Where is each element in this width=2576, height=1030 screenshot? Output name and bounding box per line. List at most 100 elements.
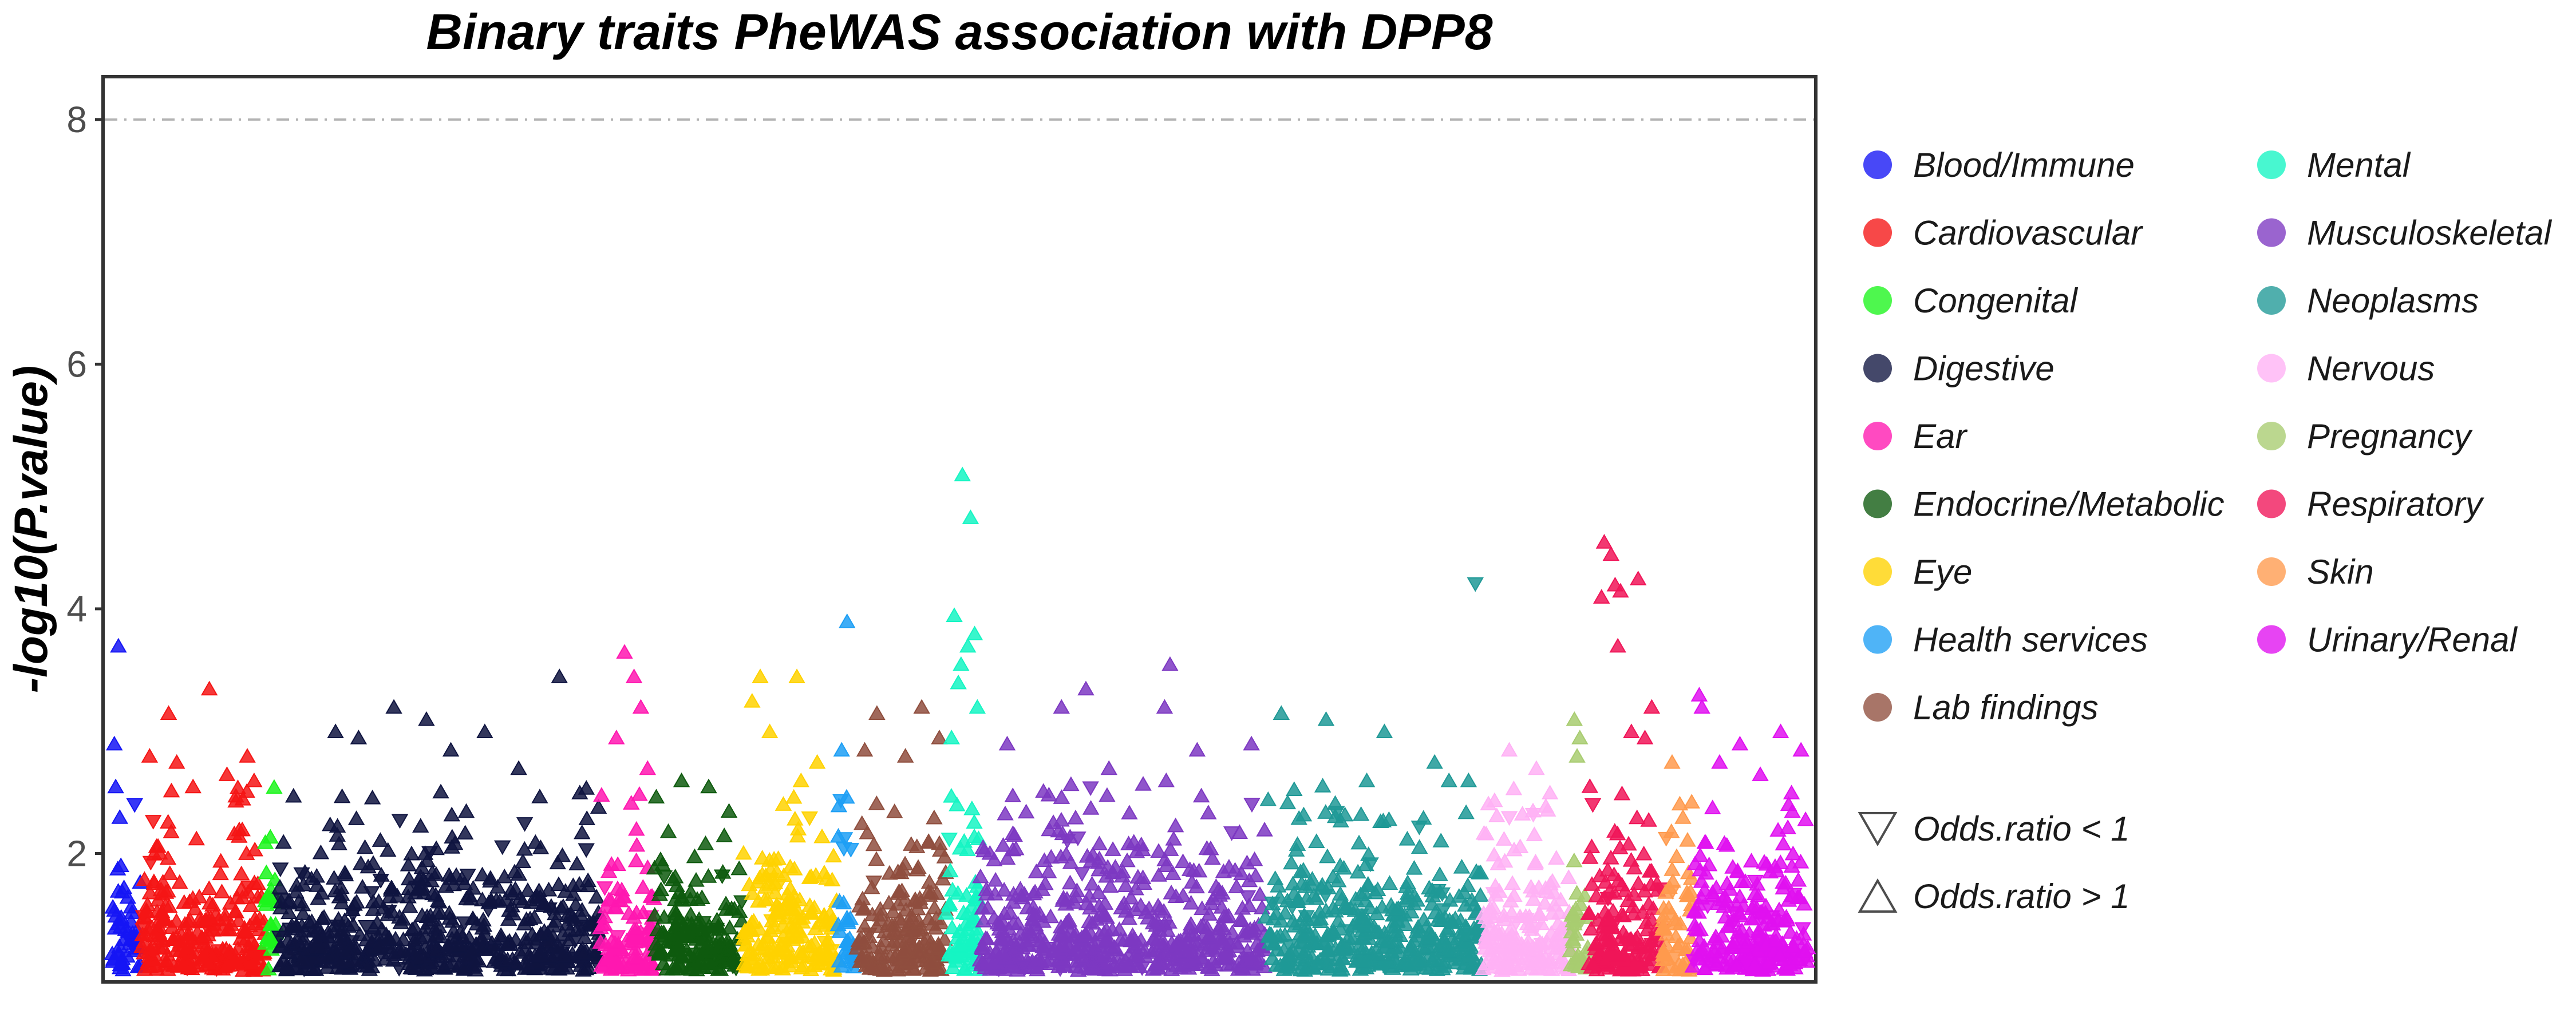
data-point bbox=[331, 953, 349, 968]
data-point bbox=[931, 730, 948, 744]
data-point bbox=[852, 930, 870, 945]
data-point bbox=[890, 896, 907, 911]
data-point bbox=[600, 950, 617, 965]
data-point bbox=[106, 902, 123, 917]
data-point bbox=[1059, 913, 1077, 928]
data-point bbox=[896, 942, 913, 957]
data-point bbox=[219, 957, 236, 972]
data-point bbox=[738, 936, 756, 952]
data-point bbox=[444, 954, 461, 970]
data-point bbox=[735, 924, 752, 939]
data-point bbox=[406, 931, 424, 946]
data-point bbox=[597, 898, 615, 914]
data-point bbox=[679, 915, 697, 930]
data-point bbox=[804, 947, 821, 962]
data-point bbox=[794, 957, 812, 973]
data-point bbox=[511, 890, 528, 905]
data-point bbox=[949, 797, 966, 811]
data-point bbox=[500, 911, 517, 926]
data-point bbox=[868, 851, 885, 866]
data-point bbox=[609, 880, 626, 896]
data-point bbox=[1104, 841, 1121, 856]
legend-label: Musculoskeletal bbox=[2307, 214, 2553, 252]
data-point bbox=[144, 815, 162, 830]
data-point bbox=[141, 748, 159, 763]
data-point bbox=[459, 948, 477, 964]
data-point bbox=[407, 885, 424, 900]
data-point bbox=[234, 790, 251, 806]
data-point bbox=[615, 889, 633, 904]
data-point bbox=[149, 838, 167, 853]
data-point bbox=[816, 865, 833, 880]
data-point bbox=[931, 842, 949, 857]
data-point bbox=[333, 922, 350, 937]
data-point bbox=[159, 882, 176, 898]
data-point bbox=[485, 943, 503, 958]
data-point bbox=[161, 898, 178, 913]
legend-label: Endocrine/Metabolic bbox=[1913, 485, 2225, 524]
data-point bbox=[531, 789, 548, 803]
data-point bbox=[418, 711, 435, 726]
legend-label: Mental bbox=[2307, 146, 2411, 184]
data-point bbox=[1167, 817, 1184, 833]
series-musculoskeletal bbox=[971, 656, 1274, 977]
data-point bbox=[105, 950, 122, 966]
data-point bbox=[808, 754, 826, 769]
data-point bbox=[928, 885, 946, 900]
series-lab-findings bbox=[848, 699, 954, 977]
data-point bbox=[442, 742, 460, 757]
data-point bbox=[401, 898, 418, 913]
y-axis-label: -log10(P.value) bbox=[5, 366, 57, 694]
data-point bbox=[876, 949, 893, 964]
data-point bbox=[1251, 886, 1269, 901]
data-point bbox=[349, 945, 366, 961]
data-point bbox=[412, 818, 429, 833]
data-point bbox=[889, 863, 907, 878]
data-point bbox=[432, 783, 449, 799]
data-point bbox=[788, 668, 805, 683]
data-point bbox=[227, 903, 244, 918]
data-point bbox=[781, 858, 799, 874]
data-point bbox=[430, 893, 448, 909]
data-point bbox=[594, 916, 611, 932]
legend-swatch bbox=[1863, 693, 1892, 722]
data-point bbox=[654, 856, 671, 871]
data-point bbox=[753, 961, 771, 976]
data-point bbox=[1028, 863, 1045, 878]
legend: Blood/Immune Cardiovascular Congenital Dige… bbox=[1858, 146, 2553, 916]
triangle-down-icon bbox=[1858, 812, 1898, 846]
data-point bbox=[200, 880, 218, 896]
data-point bbox=[1120, 910, 1137, 925]
data-point bbox=[718, 901, 735, 916]
data-point bbox=[213, 884, 231, 898]
data-point bbox=[762, 873, 780, 888]
data-point bbox=[106, 735, 123, 751]
series-ear bbox=[592, 644, 662, 977]
data-point bbox=[416, 961, 433, 977]
data-point bbox=[580, 877, 597, 893]
data-point bbox=[303, 955, 321, 970]
data-point bbox=[649, 921, 666, 937]
data-point bbox=[574, 902, 591, 917]
data-point bbox=[506, 863, 523, 879]
data-point bbox=[580, 959, 597, 974]
data-point bbox=[631, 786, 648, 801]
data-point bbox=[554, 847, 571, 862]
data-point bbox=[1117, 877, 1135, 893]
data-point bbox=[294, 952, 311, 968]
data-point bbox=[959, 637, 977, 653]
data-point bbox=[666, 868, 684, 884]
data-point bbox=[975, 913, 992, 928]
data-point bbox=[516, 817, 534, 832]
data-point bbox=[185, 954, 202, 970]
data-point bbox=[609, 930, 626, 945]
data-point bbox=[760, 949, 777, 964]
data-point bbox=[813, 954, 831, 970]
data-point bbox=[719, 941, 737, 957]
data-point bbox=[510, 760, 527, 775]
legend-label: Health services bbox=[1913, 621, 2148, 659]
data-point bbox=[413, 859, 430, 874]
data-point bbox=[667, 891, 684, 906]
legend-label: Lab findings bbox=[1913, 688, 2099, 727]
data-point bbox=[761, 723, 779, 739]
